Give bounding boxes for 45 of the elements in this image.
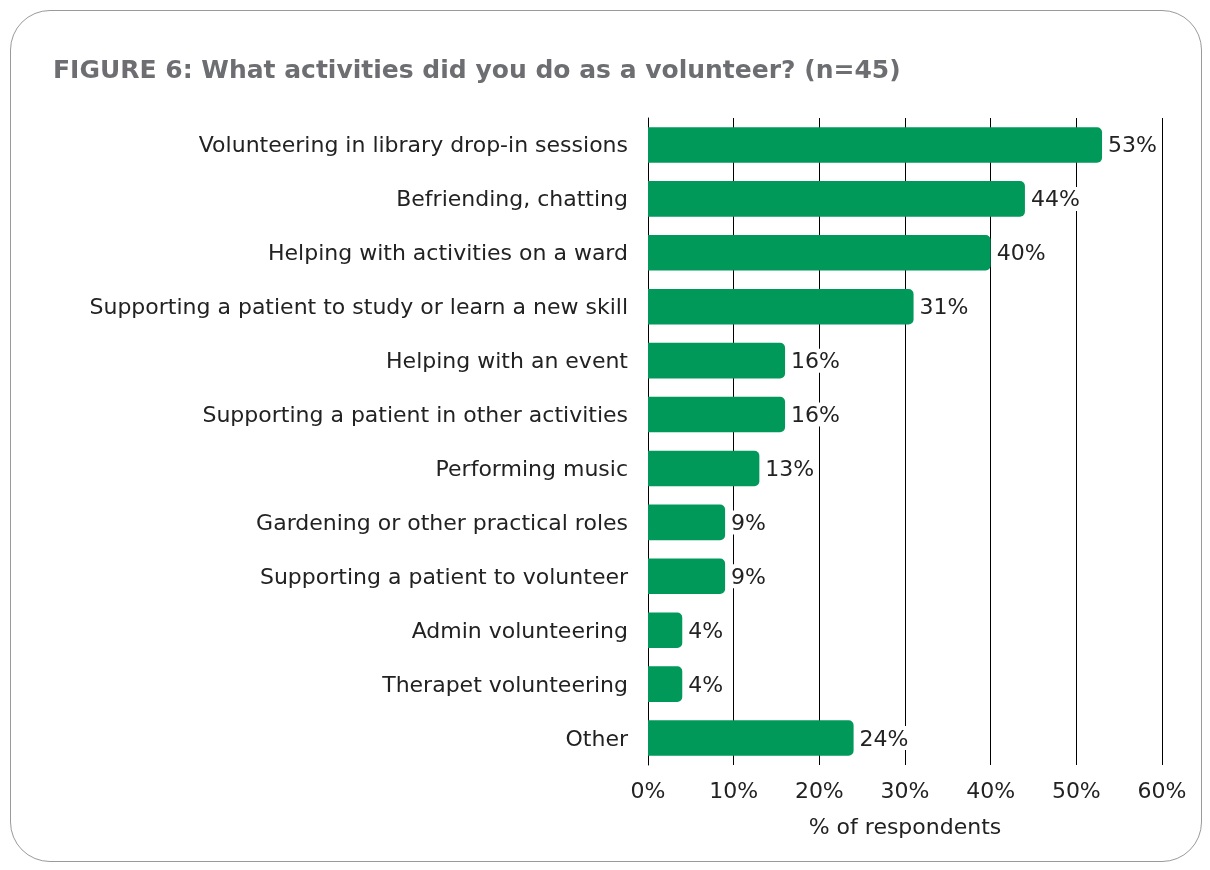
x-tick-label: 20% [794,777,844,803]
x-tick-label: 40% [966,777,1016,803]
y-tick-label: Volunteering in library drop-in sessions [198,132,628,158]
bar [648,666,683,702]
bar [648,558,726,595]
data-label: 16% [791,348,840,374]
bar [648,396,786,433]
x-tick-label: 10% [709,777,759,803]
data-label: 44% [1030,186,1080,212]
x-tick-label: 0% [630,777,666,803]
y-tick-label: Other [565,725,629,751]
y-tick-label: Therapet volunteering [381,671,628,697]
y-tick-label: Supporting a patient in other activities [202,402,628,428]
chart-title: FIGURE 6: What activities did you do as a volunteer? (n=45) [53,55,901,84]
bar [648,181,1025,217]
bar [648,504,726,541]
bar [648,288,914,325]
y-tick-label: Befriending, chatting [396,186,628,212]
bar [648,127,1103,163]
data-label: 24% [859,725,909,751]
y-tick-label: Gardening or other practical roles [256,509,628,535]
y-tick-label: Helping with an event [386,348,629,374]
data-label: 13% [765,455,815,481]
x-tick-label: 50% [1051,777,1101,803]
bar [648,450,760,487]
data-label: 16% [791,402,840,428]
y-tick-label: Supporting a patient to volunteer [259,563,629,589]
bar [648,342,786,379]
bar [648,720,854,756]
data-label: 31% [919,294,969,320]
data-label: 9% [731,563,767,589]
x-tick-label: 60% [1137,777,1187,803]
data-label: 4% [688,617,724,643]
data-label: 53% [1108,132,1157,158]
y-tick-label: Performing music [435,455,628,481]
bar [648,612,683,648]
data-label: 40% [996,240,1046,266]
data-label: 9% [731,509,767,535]
data-label: 4% [688,671,724,697]
y-tick-label: Helping with activities on a ward [268,240,628,266]
bar [648,235,991,271]
x-tick-label: 30% [880,777,930,803]
y-tick-label: Admin volunteering [411,617,628,643]
y-tick-label: Supporting a patient to study or learn a new skill [89,294,628,320]
x-axis-title: % of respondents [808,813,1002,839]
